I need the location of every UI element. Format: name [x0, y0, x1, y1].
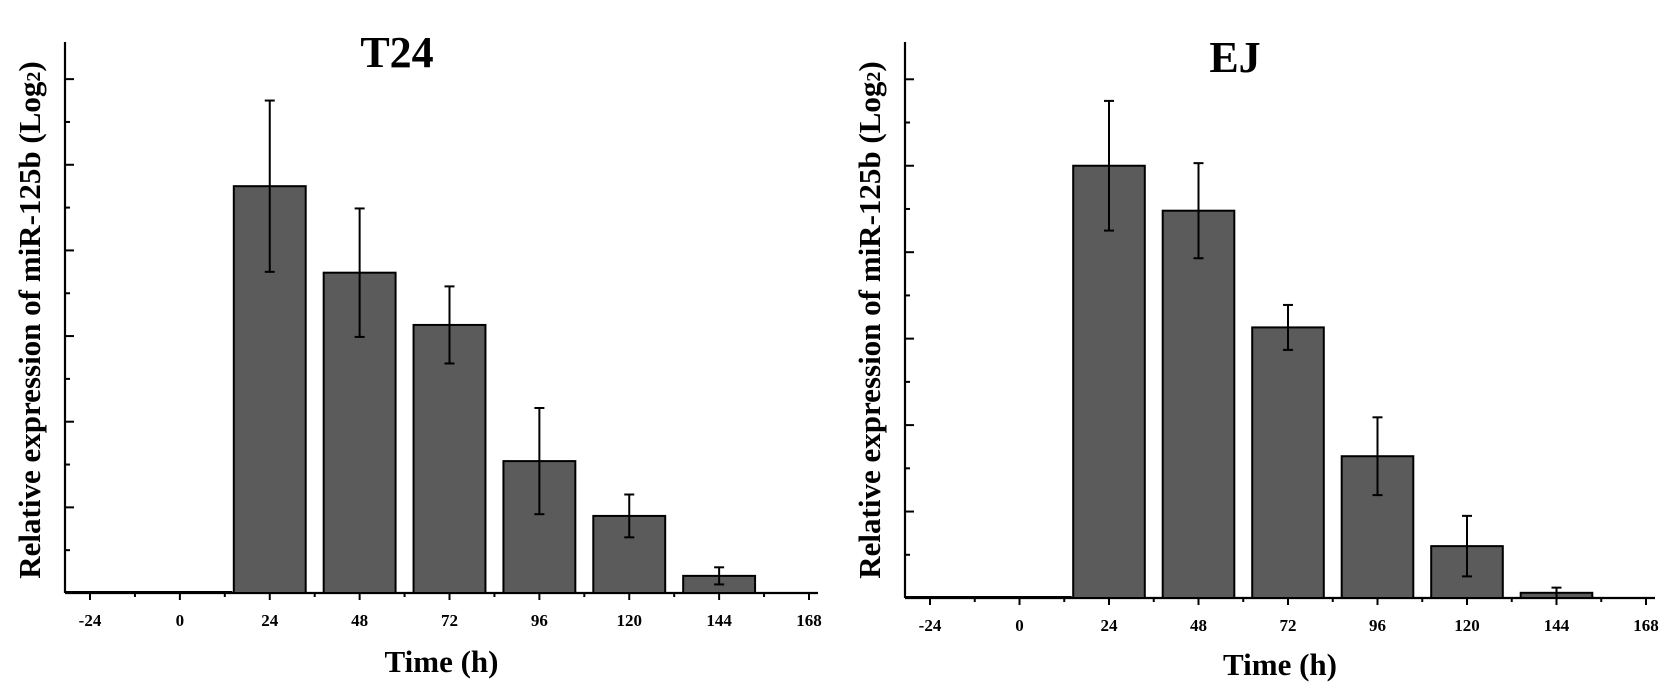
x-tick-label: 24	[1101, 616, 1119, 635]
chart-panel-t24: -24 0 24 48 72 96 120 144 168 T24 Time (h) Relative…	[12, 28, 822, 679]
x-tick-label: 72	[441, 611, 458, 630]
x-axis-label: Time (h)	[385, 644, 499, 679]
x-tick-label: 48	[1190, 616, 1207, 635]
x-tick-label: 144	[1544, 616, 1570, 635]
x-tick-label: 48	[351, 611, 368, 630]
bar	[1072, 164, 1146, 599]
x-tick-label: 168	[796, 611, 822, 630]
x-tick-label: 168	[1633, 616, 1659, 635]
x-tick-label: -24	[79, 611, 102, 630]
x-tick-label: 24	[261, 611, 279, 630]
x-tick-label: 96	[1369, 616, 1386, 635]
x-tick-label: 144	[706, 611, 732, 630]
chart-title: T24	[360, 28, 433, 77]
chart-panel-ej: -24 0 24 48 72 96 120 144 168 EJ Time (h) Relative …	[852, 33, 1659, 682]
x-tick-label: 120	[617, 611, 643, 630]
x-tick-label: 120	[1454, 616, 1480, 635]
bar	[232, 185, 307, 594]
y-axis-label: Relative expression of miR-125b (Log2)	[852, 61, 887, 578]
x-tick-label: 72	[1280, 616, 1297, 635]
x-tick-label: 0	[176, 611, 185, 630]
chart-title: EJ	[1209, 33, 1260, 82]
bar	[1251, 326, 1325, 599]
x-tick-label: 96	[531, 611, 548, 630]
x-tick-label: -24	[919, 616, 942, 635]
x-tick-label: 0	[1015, 616, 1024, 635]
x-axis-label: Time (h)	[1223, 647, 1337, 682]
y-axis-label: Relative expression of miR-125b (Log2)	[12, 61, 47, 578]
bar	[412, 323, 487, 594]
bar	[1161, 209, 1236, 599]
